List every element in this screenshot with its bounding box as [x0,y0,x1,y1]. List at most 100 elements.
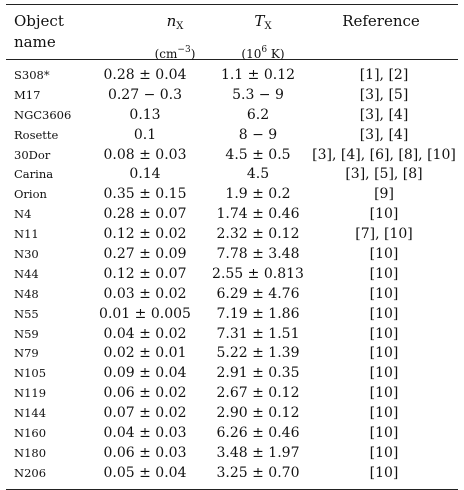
cell-temperature: 3.25 ± 0.70 [216,464,300,481]
cell-density: 0.09 ± 0.04 [103,365,187,382]
header-object-name: Object name [14,12,64,51]
cell-object-name: N4 [14,207,32,222]
table-row: N206 0.05 ± 0.04 3.25 ± 0.70 [10] [6,464,458,484]
cell-temperature: 4.5 [246,166,270,183]
header-density: nX (cm−3) [116,12,234,63]
cell-density: 0.28 ± 0.07 [103,206,187,223]
cell-object-name: NGC3606 [14,107,72,122]
table-body: S308* 0.28 ± 0.04 1.1 ± 0.12 [1], [2] M17 0.2… [6,60,458,489]
cell-object-name: Orion [14,187,47,202]
cell-object-name: N105 [14,366,47,381]
table-row: Rosette 0.1 8 − 9 [3], [4] [6,126,458,146]
header-temperature: TX (106 K) [206,12,320,63]
cell-reference: [3], [5] [359,86,409,103]
cell-density: 0.01 ± 0.005 [99,305,191,322]
cell-temperature: 5.22 ± 1.39 [216,345,300,362]
cell-temperature: 4.5 ± 0.5 [225,146,291,163]
cell-density: 0.04 ± 0.03 [103,425,187,442]
cell-temperature: 8 − 9 [238,126,278,143]
header-object-line1: Object [14,12,64,30]
header-object-line2: name [14,33,56,51]
cell-reference: [10] [369,365,399,382]
cell-reference: [10] [369,385,399,402]
cell-density: 0.35 ± 0.15 [103,186,187,203]
cell-object-name: N55 [14,306,39,321]
cell-reference: [10] [369,325,399,342]
cell-density: 0.14 [129,166,161,183]
cell-temperature: 6.26 ± 0.46 [216,425,300,442]
table-row: Orion 0.35 ± 0.15 1.9 ± 0.2 [9] [6,185,458,205]
cell-object-name: N206 [14,465,47,480]
table-row: N44 0.12 ± 0.07 2.55 ± 0.813 [10] [6,265,458,285]
cell-temperature: 2.67 ± 0.12 [216,385,300,402]
cell-object-name: N119 [14,386,47,401]
cell-temperature: 1.1 ± 0.12 [220,67,296,83]
cell-density: 0.12 ± 0.02 [103,226,187,243]
cell-reference: [3], [4] [359,126,409,143]
cell-reference: [10] [369,246,399,263]
cell-temperature: 1.9 ± 0.2 [225,186,291,203]
cell-temperature: 2.90 ± 0.12 [216,405,300,422]
table-row: N30 0.27 ± 0.09 7.78 ± 3.48 [10] [6,245,458,265]
top-rule [6,4,458,5]
cell-object-name: N180 [14,445,47,460]
cell-reference: [9] [374,186,394,203]
cell-object-name: Rosette [14,127,59,142]
cell-density: 0.03 ± 0.02 [103,285,187,302]
cell-density: 0.02 ± 0.01 [103,345,187,362]
cell-temperature: 5.3 − 9 [232,86,284,103]
cell-temperature: 7.78 ± 3.48 [216,246,300,263]
cell-object-name: N48 [14,286,39,301]
cell-density: 0.12 ± 0.07 [103,265,187,282]
cell-density: 0.27 − 0.3 [107,86,183,103]
cell-temperature: 7.31 ± 1.51 [216,325,300,342]
table-row: N11 0.12 ± 0.02 2.32 ± 0.12 [7], [10] [6,225,458,245]
cell-temperature: 6.2 [246,106,270,123]
table-row: 30Dor 0.08 ± 0.03 4.5 ± 0.5 [3], [4], [6], … [6,146,458,166]
cell-density: 0.27 ± 0.09 [103,246,187,263]
cell-density: 0.04 ± 0.02 [103,325,187,342]
table-row: N4 0.28 ± 0.07 1.74 ± 0.46 [10] [6,205,458,225]
table-row: N59 0.04 ± 0.02 7.31 ± 1.51 [10] [6,325,458,345]
cell-density: 0.07 ± 0.02 [103,405,187,422]
table-row: N180 0.06 ± 0.03 3.48 ± 1.97 [10] [6,444,458,464]
header-temperature-unit: (106 K) [241,45,285,61]
cell-reference: [10] [369,206,399,223]
cell-reference: [10] [369,305,399,322]
cell-reference: [10] [369,425,399,442]
table-row: N160 0.04 ± 0.03 6.26 ± 0.46 [10] [6,424,458,444]
cell-temperature: 7.19 ± 1.86 [216,305,300,322]
table-row: M17 0.27 − 0.3 5.3 − 9 [3], [5] [6,86,458,106]
cell-temperature: 6.29 ± 4.76 [216,285,300,302]
cell-object-name: 30Dor [14,147,51,162]
header-reference: Reference [342,12,420,30]
header-rule [6,59,458,60]
cell-reference: [3], [4], [6], [8], [10] [312,146,456,163]
cell-reference: [10] [369,265,399,282]
table-row: N105 0.09 ± 0.04 2.91 ± 0.35 [10] [6,364,458,384]
header-temperature-symbol: T [254,12,265,30]
table-row: N119 0.06 ± 0.02 2.67 ± 0.12 [10] [6,384,458,404]
cell-temperature: 3.48 ± 1.97 [216,444,300,461]
cell-density: 0.05 ± 0.04 [103,464,187,481]
table-row: NGC3606 0.13 6.2 [3], [4] [6,106,458,126]
table-row: N48 0.03 ± 0.02 6.29 ± 4.76 [10] [6,285,458,305]
cell-reference: [7], [10] [355,226,413,243]
cell-object-name: N160 [14,426,47,441]
cell-reference: [10] [369,405,399,422]
cell-object-name: S308* [14,68,50,82]
cell-reference: [1], [2] [359,67,409,83]
table-row: S308* 0.28 ± 0.04 1.1 ± 0.12 [1], [2] [6,66,458,86]
cell-reference: [3], [5], [8] [345,166,423,183]
cell-density: 0.28 ± 0.04 [103,67,187,83]
cell-object-name: N144 [14,406,47,421]
cell-density: 0.13 [129,106,161,123]
cell-object-name: N44 [14,266,39,281]
cell-density: 0.1 [133,126,157,143]
cell-temperature: 2.91 ± 0.35 [216,365,300,382]
header-density-subscript: X [176,21,184,32]
cell-density: 0.08 ± 0.03 [103,146,187,163]
table-row: Carina 0.14 4.5 [3], [5], [8] [6,165,458,185]
table-row: N144 0.07 ± 0.02 2.90 ± 0.12 [10] [6,404,458,424]
header-density-symbol: n [166,12,177,30]
